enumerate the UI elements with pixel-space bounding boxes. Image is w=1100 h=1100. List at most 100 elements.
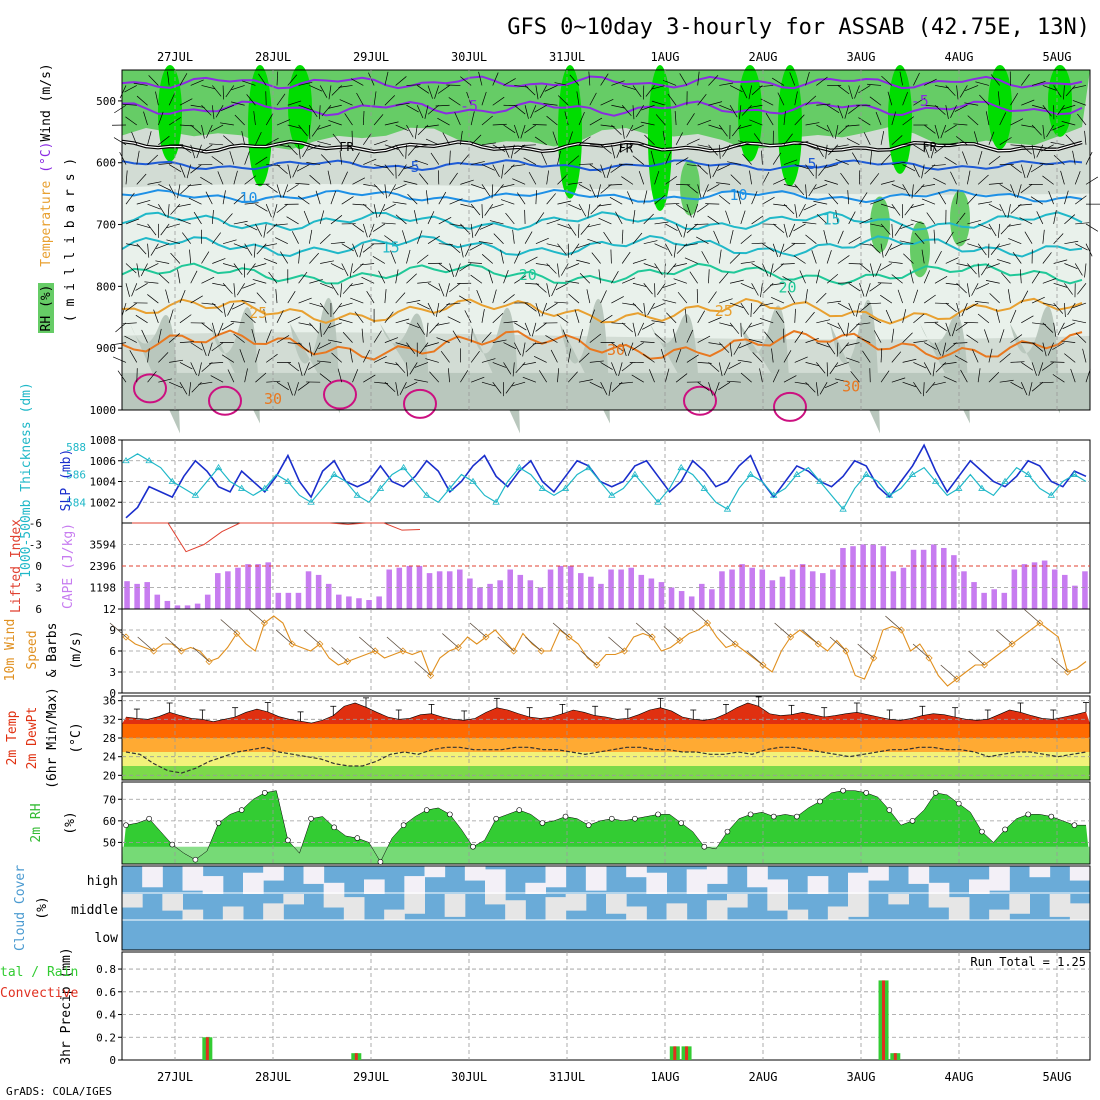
- precip-legend-convective: Convective: [0, 986, 78, 1001]
- cape-bar: [527, 580, 534, 609]
- wind-barb: [867, 302, 882, 305]
- wind-barb: [489, 220, 504, 225]
- cloud-clear-segment: [323, 894, 345, 908]
- wind-barb: [940, 124, 947, 139]
- wind-barb: [437, 117, 450, 126]
- wind-barb: [395, 269, 399, 284]
- wind-barb: [538, 370, 547, 383]
- wind-barb: [442, 132, 450, 145]
- wind-barb: [738, 140, 752, 146]
- wind-barb: [125, 283, 130, 297]
- thickness-marker: [261, 484, 269, 491]
- wind-barb: [190, 295, 203, 304]
- wind-barb: [631, 374, 644, 383]
- wind-barb: [384, 95, 396, 106]
- wind-barb: [978, 201, 992, 205]
- wind-barb: [445, 283, 450, 297]
- wind-barb: [719, 82, 734, 86]
- thickness-marker: [1024, 470, 1032, 477]
- wind-barb: [233, 243, 248, 250]
- wind-barb: [373, 330, 382, 343]
- precip-convective-bar: [893, 1053, 897, 1060]
- wind-barb: [1001, 272, 1011, 284]
- wind-barb: [1031, 124, 1042, 136]
- wind-barb: [891, 184, 905, 190]
- wind-barb: [222, 283, 233, 294]
- cape-bar: [739, 564, 745, 609]
- wind-barb: [727, 161, 741, 165]
- wind-barb: [686, 113, 695, 126]
- wind-barb: [1021, 124, 1036, 128]
- wind-barb: [588, 71, 591, 86]
- wind-barb: [287, 164, 292, 179]
- cape-bar: [245, 564, 251, 609]
- wind-barb: [319, 233, 331, 244]
- wind-barb: [629, 142, 644, 146]
- cape-bar: [588, 576, 594, 609]
- cloud-clear-segment: [485, 869, 506, 894]
- wind-barb: [913, 72, 920, 86]
- contour-label: 10: [729, 186, 747, 204]
- wind-barb: [263, 258, 278, 264]
- wind-barb: [244, 223, 258, 231]
- cloud-clear-segment: [303, 866, 325, 884]
- wind-barb: [854, 85, 860, 99]
- wind-barb: [406, 342, 416, 355]
- wind-barb: [136, 243, 147, 255]
- wind-barb: [955, 136, 968, 146]
- wind-barb: [168, 333, 180, 343]
- wind-barb: [1038, 362, 1044, 376]
- wind-barb: [632, 85, 642, 97]
- rh-2m-marker: [979, 828, 985, 835]
- wind-barb: [133, 82, 148, 86]
- wind-barb: [532, 342, 547, 345]
- wind-barb: [923, 124, 936, 134]
- wind-barb: [384, 164, 394, 176]
- wind-barb: [147, 154, 159, 165]
- y-tick-label: 60: [103, 815, 116, 828]
- wind-barb: [654, 263, 663, 276]
- wind-barb: [779, 243, 785, 258]
- wind-barb: [342, 283, 353, 294]
- wind-barb: [662, 299, 677, 304]
- rh-2m-marker: [447, 811, 453, 818]
- wind-barb: [684, 257, 698, 264]
- wind-barb: [902, 116, 915, 126]
- rh-2m-marker: [840, 787, 846, 794]
- wind-barb: [425, 342, 439, 347]
- wind-barb: [361, 276, 375, 284]
- wind-barb-10m: [497, 636, 514, 652]
- cape-bar: [1062, 574, 1068, 609]
- cloud-clear-segment: [706, 866, 728, 884]
- cape-bar: [467, 578, 473, 609]
- temp-color-band: [122, 738, 1090, 752]
- wind-barb: [207, 342, 213, 357]
- wind-barb: [805, 234, 817, 244]
- rh-2m-line: [125, 790, 1086, 863]
- cape-bar: [910, 549, 917, 609]
- wind-barb: [657, 283, 666, 295]
- wind-barb: [824, 381, 839, 388]
- wind-barb: [296, 164, 310, 172]
- wind-barb-10m: [525, 636, 542, 652]
- wind-barb: [276, 335, 290, 343]
- wind-barb: [684, 308, 688, 323]
- li-tick-label: 0: [35, 560, 42, 573]
- wind-barb: [873, 330, 882, 343]
- wind-barb: [794, 164, 809, 170]
- wind-barb: [686, 138, 700, 146]
- wind-barb: [1007, 223, 1022, 227]
- wind-barb: [938, 191, 947, 205]
- wind-barb: [125, 218, 140, 225]
- wind-barb: [1021, 362, 1034, 371]
- wind-speed-line: [125, 615, 1087, 687]
- wind-barb: [621, 229, 624, 244]
- wind-barb: [492, 362, 506, 368]
- cape-bar: [517, 574, 524, 609]
- wind-barb: [1031, 81, 1046, 86]
- thickness-marker: [700, 484, 709, 491]
- wind-barb: [794, 381, 809, 385]
- wind-barb: [708, 74, 719, 86]
- wind-barb: [933, 177, 946, 185]
- rh-2m-marker: [770, 813, 777, 820]
